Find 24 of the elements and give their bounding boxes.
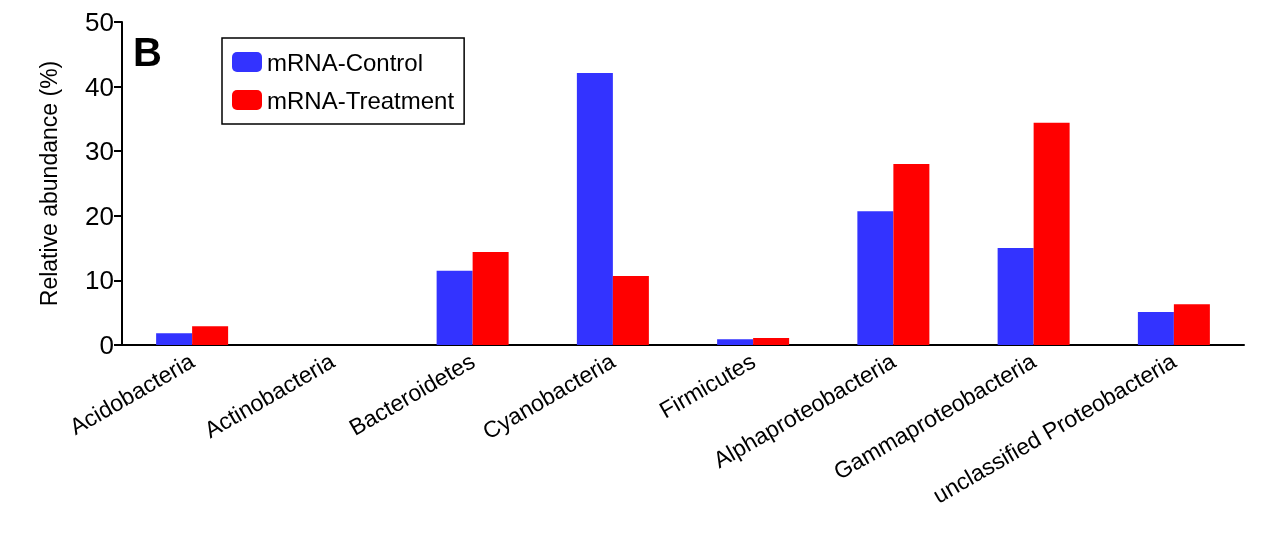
bar (472, 251, 509, 345)
y-tick-label: 10 (85, 265, 114, 296)
bar (576, 73, 613, 345)
bar (717, 339, 754, 345)
annotation: B (133, 30, 162, 74)
bar (857, 211, 894, 345)
bar (1033, 122, 1070, 345)
bar (893, 164, 930, 345)
y-axis-title: Relative abundance (%) (35, 60, 62, 307)
bar (997, 248, 1034, 345)
y-tick-label: 40 (85, 71, 114, 102)
y-tick-label: 0 (99, 330, 114, 360)
y-tick-label: 50 (85, 7, 114, 37)
y-tick-label: 30 (85, 136, 114, 167)
bar (1137, 312, 1174, 345)
bar (192, 326, 229, 345)
legend-label: mRNA-Control (267, 48, 424, 76)
bar (156, 333, 193, 345)
bar (612, 275, 649, 345)
legend-label: mRNA-Treatment (267, 86, 455, 114)
bar (1173, 304, 1210, 345)
bar (753, 337, 790, 345)
y-tick-label: 20 (85, 200, 114, 231)
bar (436, 270, 473, 345)
